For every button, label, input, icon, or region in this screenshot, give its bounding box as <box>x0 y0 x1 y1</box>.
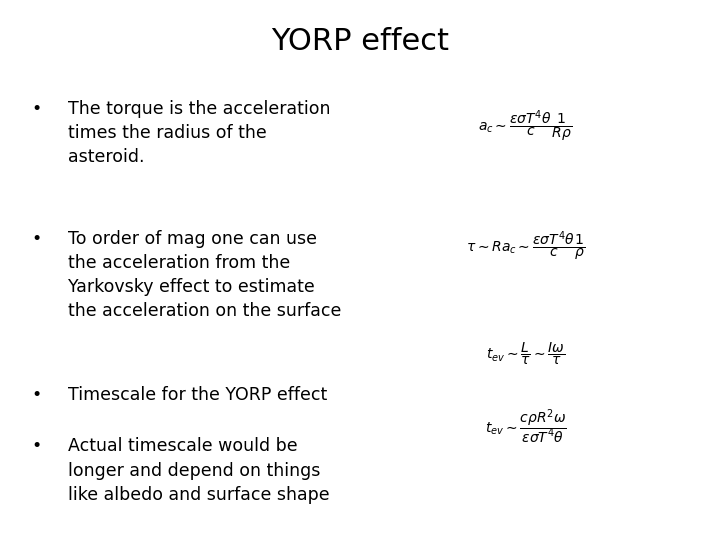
Text: $a_c \sim \dfrac{\epsilon\sigma T^4\theta}{c} \dfrac{1}{R\rho}$: $a_c \sim \dfrac{\epsilon\sigma T^4\thet… <box>479 108 572 144</box>
Text: YORP effect: YORP effect <box>271 27 449 56</box>
Text: $t_{ev} \sim \dfrac{c\rho R^2\omega}{\epsilon\sigma T^4\theta}$: $t_{ev} \sim \dfrac{c\rho R^2\omega}{\ep… <box>485 408 567 446</box>
Text: $\tau \sim Ra_c \sim \dfrac{\epsilon\sigma T^4\theta}{c} \dfrac{1}{\rho}$: $\tau \sim Ra_c \sim \dfrac{\epsilon\sig… <box>466 230 585 264</box>
Text: To order of mag one can use
the acceleration from the
Yarkovsky effect to estima: To order of mag one can use the accelera… <box>68 230 342 320</box>
Text: •: • <box>31 386 41 404</box>
Text: •: • <box>31 437 41 455</box>
Text: The torque is the acceleration
times the radius of the
asteroid.: The torque is the acceleration times the… <box>68 100 331 166</box>
Text: $t_{ev} \sim \dfrac{L}{\tau} \sim \dfrac{I\omega}{\tau}$: $t_{ev} \sim \dfrac{L}{\tau} \sim \dfrac… <box>486 340 565 367</box>
Text: •: • <box>31 230 41 247</box>
Text: Timescale for the YORP effect: Timescale for the YORP effect <box>68 386 328 404</box>
Text: Actual timescale would be
longer and depend on things
like albedo and surface sh: Actual timescale would be longer and dep… <box>68 437 330 504</box>
Text: •: • <box>31 100 41 118</box>
